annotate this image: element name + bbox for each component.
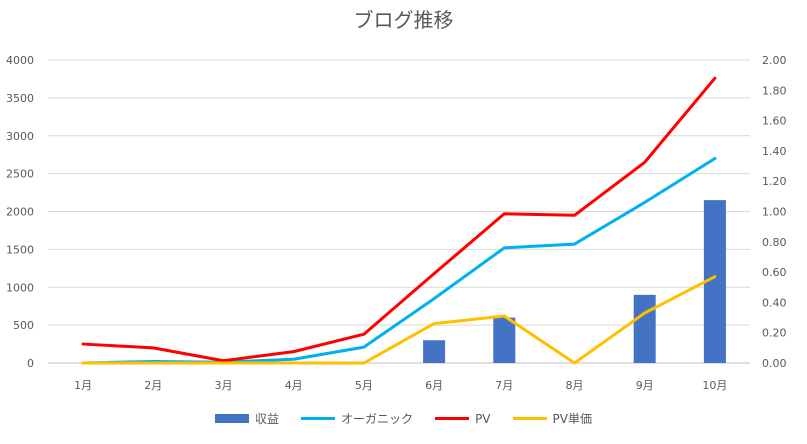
legend-swatch bbox=[215, 414, 250, 423]
bar bbox=[493, 317, 516, 363]
right-tick-label: 1.00 bbox=[762, 206, 787, 219]
legend-item: PV bbox=[435, 410, 491, 427]
x-axis-ticks: 1月 2月 3月 4月 5月 6月 7月 8月 9月 10月 bbox=[74, 379, 727, 392]
legend-label: PV bbox=[475, 411, 491, 426]
legend-item: PV単価 bbox=[512, 410, 592, 427]
legend-label: 収益 bbox=[255, 412, 280, 426]
legend-label: PV単価 bbox=[552, 412, 592, 426]
legend-swatch bbox=[512, 417, 547, 420]
x-tick-label: 8月 bbox=[566, 379, 584, 392]
right-tick-label: 0.00 bbox=[762, 357, 787, 370]
left-tick-label: 0 bbox=[27, 357, 34, 370]
x-tick-label: 2月 bbox=[144, 379, 162, 392]
legend-label: オーガニック bbox=[341, 412, 414, 426]
bar bbox=[703, 200, 726, 363]
left-tick-label: 3500 bbox=[6, 92, 34, 105]
right-tick-label: 1.60 bbox=[762, 115, 787, 128]
left-tick-label: 2500 bbox=[6, 168, 34, 181]
x-tick-label: 5月 bbox=[355, 379, 373, 392]
right-tick-label: 2.00 bbox=[762, 54, 787, 67]
right-axis-ticks: 0.00 0.20 0.40 0.60 0.80 1.00 1.20 1.40 1.60 1.80… bbox=[762, 54, 787, 370]
legend-swatch bbox=[301, 417, 336, 420]
right-tick-label: 0.20 bbox=[762, 327, 787, 340]
x-tick-label: 9月 bbox=[636, 379, 654, 392]
right-tick-label: 0.60 bbox=[762, 266, 787, 279]
bar-series bbox=[423, 200, 726, 363]
right-tick-label: 0.40 bbox=[762, 296, 787, 309]
chart-title: ブログ推移 bbox=[353, 8, 454, 32]
legend: 収益 オーガニック PV PV単価 bbox=[0, 410, 807, 427]
right-tick-label: 0.80 bbox=[762, 236, 787, 249]
left-tick-label: 1000 bbox=[6, 281, 34, 294]
line-series bbox=[81, 76, 717, 365]
series-line bbox=[81, 275, 717, 365]
left-tick-label: 500 bbox=[13, 319, 34, 332]
left-tick-label: 2000 bbox=[6, 206, 34, 219]
bar bbox=[423, 340, 446, 363]
left-tick-label: 3000 bbox=[6, 130, 34, 143]
legend-item: オーガニック bbox=[301, 410, 413, 427]
x-tick-label: 7月 bbox=[495, 379, 513, 392]
x-tick-label: 3月 bbox=[215, 379, 233, 392]
x-tick-label: 4月 bbox=[285, 379, 303, 392]
x-tick-label: 10月 bbox=[702, 379, 727, 392]
right-tick-label: 1.20 bbox=[762, 175, 787, 188]
series-line bbox=[81, 76, 717, 363]
bar bbox=[633, 294, 656, 363]
legend-item: 収益 bbox=[215, 410, 279, 427]
right-tick-label: 1.40 bbox=[762, 145, 787, 158]
x-tick-label: 1月 bbox=[74, 379, 92, 392]
legend-swatch bbox=[435, 417, 470, 420]
left-tick-label: 4000 bbox=[6, 54, 34, 67]
x-tick-label: 6月 bbox=[425, 379, 443, 392]
right-tick-label: 1.80 bbox=[762, 84, 787, 97]
left-tick-label: 1500 bbox=[6, 243, 34, 256]
left-axis-ticks: 0 500 1000 1500 2000 2500 3000 3500 4000 bbox=[6, 54, 34, 370]
